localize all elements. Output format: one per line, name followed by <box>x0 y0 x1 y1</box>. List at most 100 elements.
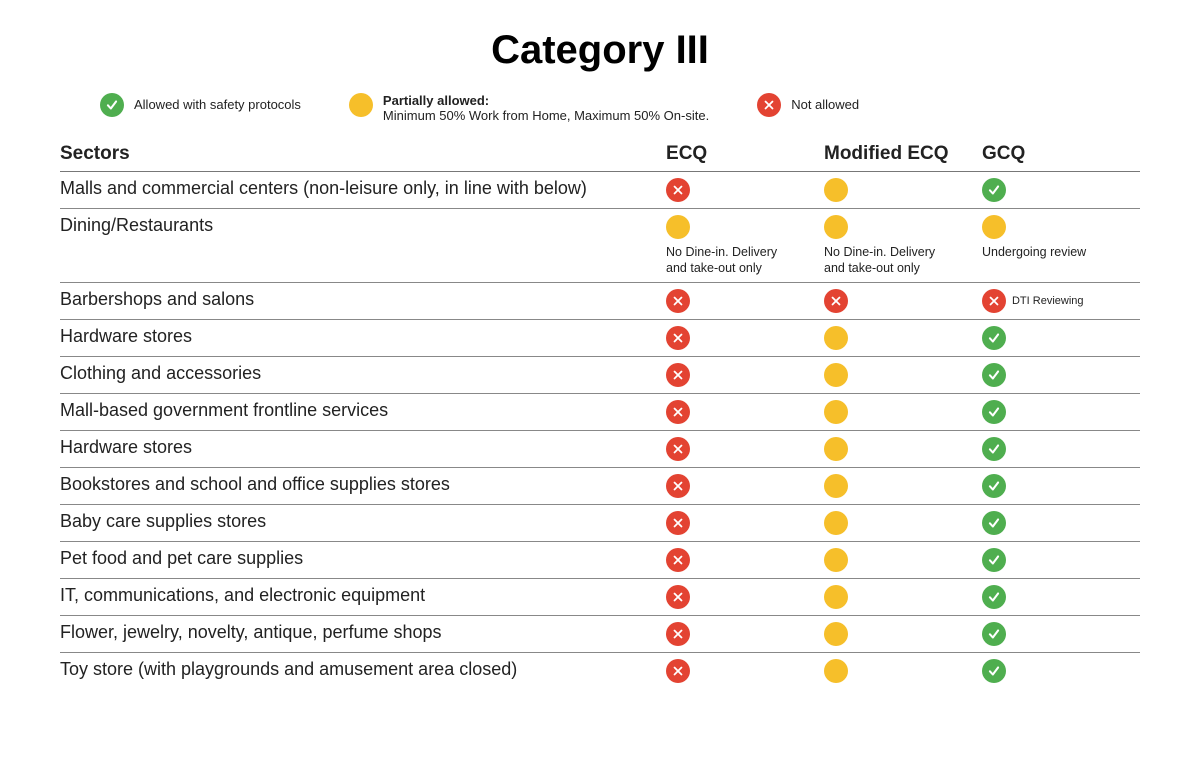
col-header-mecq: Modified ECQ <box>824 137 982 172</box>
status-wrap <box>824 178 978 202</box>
status-wrap <box>666 215 820 239</box>
not-icon <box>982 289 1006 313</box>
status-wrap <box>824 289 978 313</box>
partial-icon <box>824 548 848 572</box>
partial-icon <box>824 326 848 350</box>
status-wrap <box>666 363 820 387</box>
table-row: Bookstores and school and office supplie… <box>60 468 1140 505</box>
not-icon <box>666 622 690 646</box>
sector-cell: Mall-based government frontline services <box>60 394 666 431</box>
status-cell-mecq <box>824 616 982 653</box>
not-icon <box>666 326 690 350</box>
not-allowed-icon <box>757 93 781 117</box>
status-cell-gcq <box>982 320 1140 357</box>
status-wrap <box>982 178 1136 202</box>
status-note: Undergoing review <box>982 245 1102 261</box>
partial-icon <box>824 363 848 387</box>
table-row: Flower, jewelry, novelty, antique, perfu… <box>60 616 1140 653</box>
partial-icon <box>824 178 848 202</box>
status-cell-mecq <box>824 394 982 431</box>
status-cell-gcq <box>982 542 1140 579</box>
status-cell-ecq <box>666 283 824 320</box>
legend-partial-text: Partially allowed: Minimum 50% Work from… <box>383 93 709 123</box>
status-cell-mecq <box>824 431 982 468</box>
status-cell-gcq <box>982 468 1140 505</box>
status-wrap <box>666 622 820 646</box>
status-cell-mecq <box>824 505 982 542</box>
table-row: Dining/RestaurantsNo Dine-in. Delivery a… <box>60 209 1140 283</box>
not-icon <box>666 511 690 535</box>
sector-cell: Clothing and accessories <box>60 357 666 394</box>
status-cell-ecq <box>666 505 824 542</box>
status-wrap <box>982 548 1136 572</box>
status-wrap <box>982 215 1136 239</box>
allowed-icon <box>982 326 1006 350</box>
page-title: Category III <box>60 28 1140 73</box>
col-header-sectors: Sectors <box>60 137 666 172</box>
allowed-icon <box>982 437 1006 461</box>
status-cell-mecq <box>824 283 982 320</box>
status-wrap <box>666 585 820 609</box>
allowed-icon <box>100 93 124 117</box>
allowed-icon <box>982 622 1006 646</box>
status-wrap <box>666 659 820 683</box>
not-icon <box>666 289 690 313</box>
not-icon <box>666 178 690 202</box>
status-cell-mecq <box>824 468 982 505</box>
status-cell-gcq <box>982 505 1140 542</box>
status-wrap <box>824 474 978 498</box>
status-cell-ecq <box>666 394 824 431</box>
status-cell-ecq <box>666 320 824 357</box>
partial-icon <box>824 659 848 683</box>
col-header-ecq: ECQ <box>666 137 824 172</box>
status-wrap <box>666 437 820 461</box>
status-wrap <box>982 474 1136 498</box>
table-header-row: Sectors ECQ Modified ECQ GCQ <box>60 137 1140 172</box>
table-row: Pet food and pet care supplies <box>60 542 1140 579</box>
sector-cell: Pet food and pet care supplies <box>60 542 666 579</box>
status-cell-gcq <box>982 579 1140 616</box>
table-row: Baby care supplies stores <box>60 505 1140 542</box>
status-cell-gcq: DTI Reviewing <box>982 283 1140 320</box>
not-icon <box>666 659 690 683</box>
status-wrap <box>982 400 1136 424</box>
status-cell-ecq <box>666 542 824 579</box>
status-side-note: DTI Reviewing <box>1012 295 1084 308</box>
status-wrap <box>824 511 978 535</box>
status-wrap <box>982 585 1136 609</box>
status-note: No Dine-in. Delivery and take-out only <box>666 245 786 276</box>
status-wrap <box>824 400 978 424</box>
status-wrap <box>666 548 820 572</box>
status-cell-mecq <box>824 542 982 579</box>
sector-cell: Barbershops and salons <box>60 283 666 320</box>
allowed-icon <box>982 400 1006 424</box>
legend-partial-heading: Partially allowed: <box>383 93 709 108</box>
status-cell-ecq: No Dine-in. Delivery and take-out only <box>666 209 824 283</box>
page: Category III Allowed with safety protoco… <box>0 0 1200 729</box>
status-wrap <box>982 437 1136 461</box>
status-cell-gcq <box>982 394 1140 431</box>
status-wrap <box>824 363 978 387</box>
sector-cell: Baby care supplies stores <box>60 505 666 542</box>
partial-icon <box>824 585 848 609</box>
sector-cell: Flower, jewelry, novelty, antique, perfu… <box>60 616 666 653</box>
sector-cell: Toy store (with playgrounds and amusemen… <box>60 653 666 690</box>
table-row: Clothing and accessories <box>60 357 1140 394</box>
legend-partial: Partially allowed: Minimum 50% Work from… <box>349 93 709 123</box>
partial-icon <box>349 93 373 117</box>
status-wrap: DTI Reviewing <box>982 289 1136 313</box>
status-wrap <box>666 326 820 350</box>
status-cell-mecq <box>824 172 982 209</box>
status-cell-ecq <box>666 616 824 653</box>
status-wrap <box>982 511 1136 535</box>
status-cell-gcq <box>982 431 1140 468</box>
sectors-table: Sectors ECQ Modified ECQ GCQ Malls and c… <box>60 137 1140 689</box>
table-row: Hardware stores <box>60 320 1140 357</box>
status-wrap <box>982 659 1136 683</box>
table-row: Malls and commercial centers (non-leisur… <box>60 172 1140 209</box>
partial-icon <box>824 622 848 646</box>
legend-not-allowed-label: Not allowed <box>791 93 859 112</box>
table-body: Malls and commercial centers (non-leisur… <box>60 172 1140 690</box>
status-cell-ecq <box>666 357 824 394</box>
table-row: Hardware stores <box>60 431 1140 468</box>
